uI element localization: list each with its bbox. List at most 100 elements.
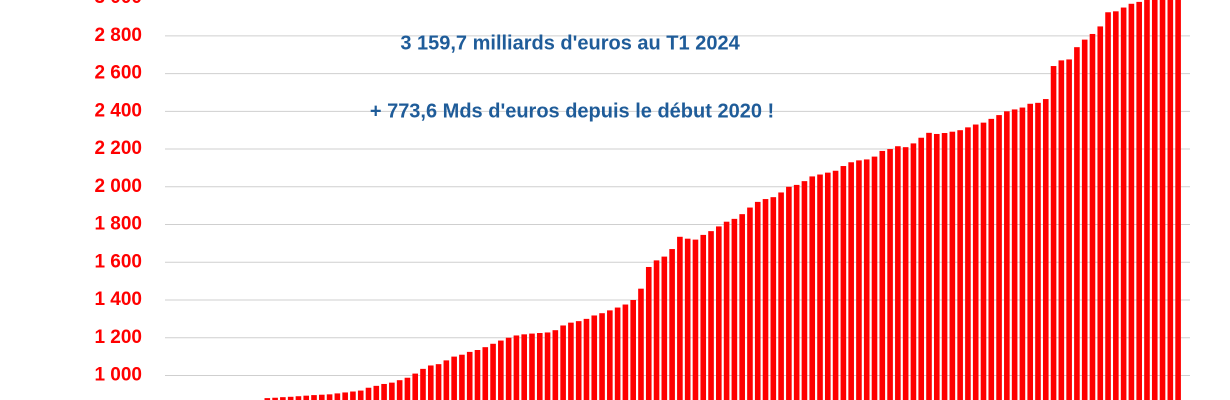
bar	[513, 335, 520, 400]
bar	[661, 256, 668, 400]
bar	[941, 133, 948, 400]
bar	[949, 131, 956, 400]
bar	[350, 391, 356, 400]
bar	[1066, 59, 1072, 400]
bar	[716, 226, 722, 400]
bar	[427, 365, 434, 400]
bar	[303, 395, 310, 400]
bar	[817, 174, 823, 400]
bar	[568, 322, 574, 400]
bar	[933, 133, 940, 400]
bar	[1113, 11, 1119, 400]
y-tick-label: 2 200	[94, 138, 142, 159]
grid	[165, 35, 1190, 376]
bars	[264, 0, 1181, 400]
y-tick-label: 1 800	[94, 214, 142, 235]
bar	[318, 394, 325, 400]
bar	[879, 150, 886, 400]
bar	[280, 397, 286, 400]
bar	[583, 318, 590, 400]
bar	[1144, 0, 1150, 400]
bar	[412, 373, 419, 400]
bar	[723, 221, 730, 400]
bar	[591, 315, 598, 400]
bar	[692, 239, 699, 400]
y-tick-label: 1 000	[94, 364, 142, 385]
bar	[1058, 60, 1065, 400]
bar	[793, 184, 800, 400]
bar	[1035, 102, 1041, 400]
bar	[770, 197, 777, 400]
bar	[443, 360, 450, 400]
bar	[529, 333, 535, 400]
bar	[552, 330, 559, 400]
bar	[801, 181, 808, 400]
bar	[1042, 99, 1049, 400]
bar	[957, 130, 963, 400]
bar	[435, 364, 442, 400]
bar	[700, 234, 707, 400]
bar	[1175, 0, 1181, 400]
bar	[575, 321, 582, 400]
bar	[972, 124, 979, 400]
y-tick-label: 1 400	[94, 289, 142, 310]
bar	[918, 137, 925, 400]
bar	[684, 238, 691, 400]
bar	[334, 393, 341, 400]
bar	[459, 354, 465, 400]
bar	[287, 396, 294, 400]
bar	[1027, 103, 1034, 400]
bar	[871, 156, 878, 400]
bar	[264, 398, 271, 400]
bar	[295, 396, 302, 400]
bar	[887, 149, 893, 400]
bar	[988, 118, 995, 400]
bar	[482, 347, 489, 400]
bar	[708, 231, 714, 400]
bar	[599, 313, 605, 400]
bar	[1081, 39, 1088, 400]
bar	[357, 390, 364, 400]
bar	[474, 350, 481, 400]
y-tick-label: 2 000	[94, 176, 142, 197]
bar	[910, 143, 917, 400]
bar	[645, 266, 652, 400]
bar	[638, 288, 644, 400]
bar	[1167, 0, 1174, 400]
y-tick-label: 1 600	[94, 251, 142, 272]
bar	[536, 333, 543, 400]
bar	[832, 170, 839, 400]
bar	[607, 310, 613, 400]
bar	[669, 249, 675, 400]
bar	[856, 160, 862, 400]
bar	[980, 122, 987, 400]
bar	[560, 325, 566, 400]
y-tick-label: 2 600	[94, 63, 142, 84]
bar	[824, 172, 831, 400]
bar	[731, 218, 738, 400]
bar	[381, 383, 387, 400]
bar	[396, 380, 403, 400]
bar	[848, 162, 854, 400]
bar	[1136, 1, 1142, 400]
bar	[762, 199, 769, 400]
bar	[926, 132, 932, 400]
bar	[420, 368, 426, 400]
bar	[1050, 66, 1057, 400]
bar	[809, 176, 816, 400]
annotation: + 773,6 Mds d'euros depuis le début 2020…	[370, 100, 774, 122]
bar	[902, 147, 909, 400]
bar	[490, 343, 496, 400]
bar	[778, 192, 784, 400]
bar	[1089, 33, 1096, 400]
bar	[1004, 111, 1010, 400]
bar	[389, 382, 395, 400]
bar	[451, 356, 457, 400]
bar	[1128, 3, 1135, 400]
bar	[996, 115, 1002, 400]
bar	[1011, 109, 1018, 400]
bar	[786, 186, 792, 400]
bar	[498, 340, 504, 400]
bar	[466, 351, 473, 400]
